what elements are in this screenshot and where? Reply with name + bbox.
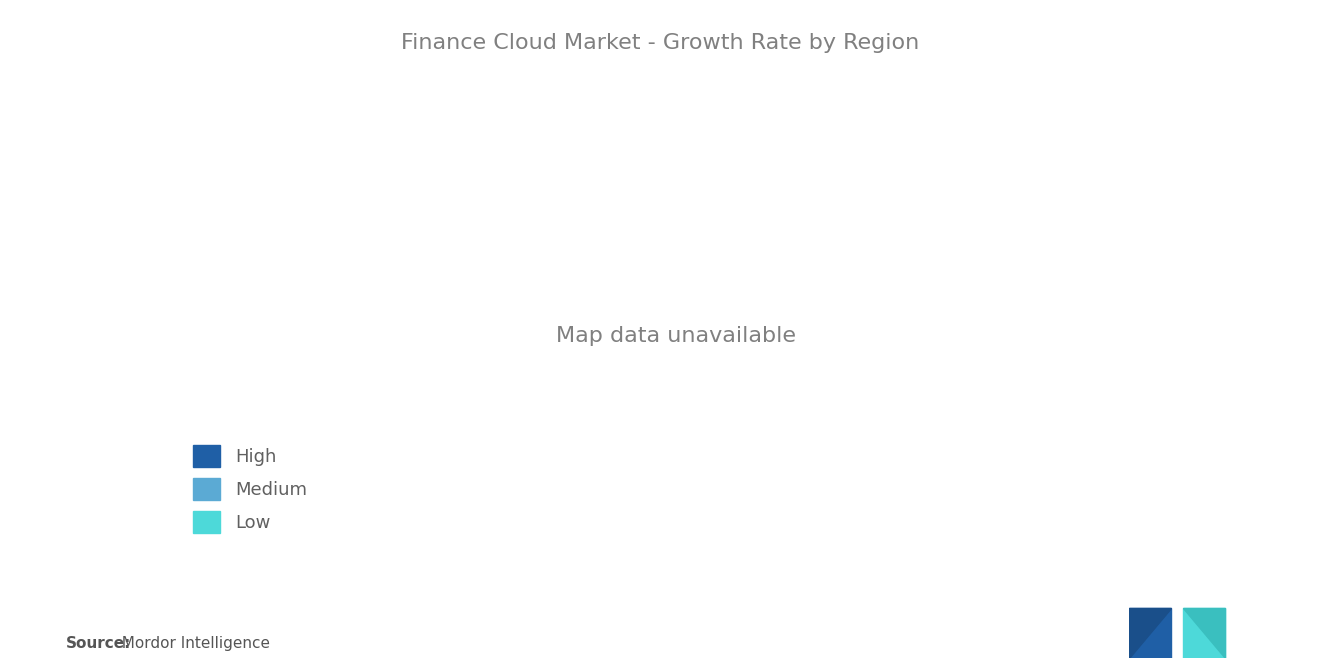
Text: Mordor Intelligence: Mordor Intelligence bbox=[112, 636, 271, 652]
Polygon shape bbox=[1129, 608, 1171, 658]
Polygon shape bbox=[1183, 608, 1225, 658]
Text: Source:: Source: bbox=[66, 636, 132, 652]
Text: Finance Cloud Market - Growth Rate by Region: Finance Cloud Market - Growth Rate by Re… bbox=[401, 33, 919, 53]
Polygon shape bbox=[1129, 608, 1171, 658]
Polygon shape bbox=[1183, 608, 1225, 658]
Text: Map data unavailable: Map data unavailable bbox=[557, 326, 796, 346]
Legend: High, Medium, Low: High, Medium, Low bbox=[185, 436, 315, 542]
